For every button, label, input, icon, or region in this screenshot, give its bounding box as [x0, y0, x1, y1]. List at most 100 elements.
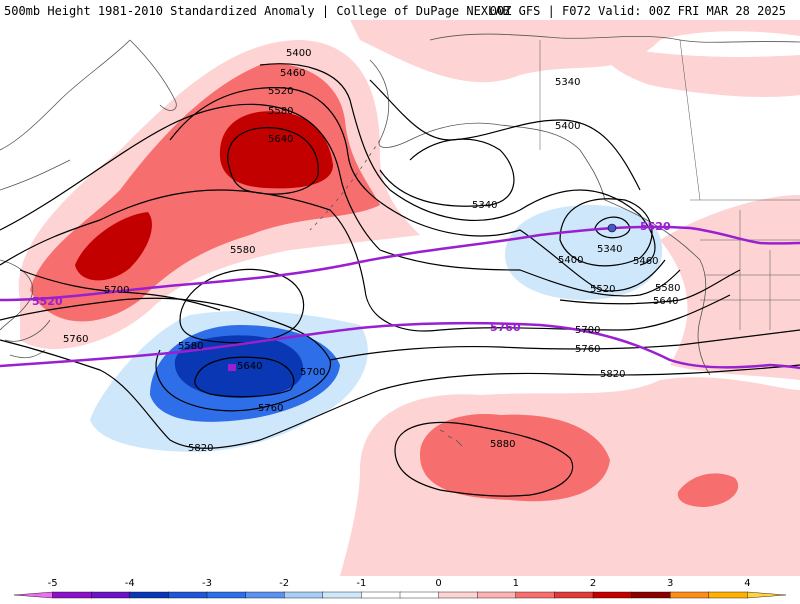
- anomaly-map: 5400 5460 5520 5580 5640 5340 5400 5340 …: [0, 20, 800, 576]
- colorbar-tick-label: 0: [435, 578, 441, 589]
- colorbar-swatch: [438, 591, 478, 599]
- label-5700-trough: 5700: [300, 367, 325, 378]
- reference-contour-5520: [0, 225, 800, 302]
- colorbar-swatch: [515, 591, 556, 599]
- colorbar-swatch: [477, 591, 517, 599]
- label-5640-trough: 5640: [237, 361, 262, 372]
- canada-coastline: [429, 33, 800, 43]
- label-5580-east: 5580: [655, 283, 680, 294]
- label-5760-west: 5760: [63, 334, 88, 345]
- reference-contours: [0, 225, 800, 370]
- label-5580-trough: 5580: [178, 341, 203, 352]
- colorbar-tick-label: -4: [125, 578, 135, 589]
- contour-5640: [227, 127, 319, 195]
- label-5520-top: 5520: [268, 86, 293, 97]
- low-center-marker: [607, 223, 617, 233]
- anomaly-neg3-core: [174, 335, 304, 398]
- label-5460-top: 5460: [280, 68, 305, 79]
- colorbar-swatch: [747, 591, 787, 599]
- colorbar: -5-4-3-2-1012345: [0, 576, 800, 600]
- colorbar-swatch: [284, 591, 324, 599]
- contour-5760-east: [329, 329, 800, 361]
- contour-5700: [0, 189, 731, 332]
- colorbar-swatch: [361, 591, 401, 599]
- trough-center-marker: [228, 364, 236, 371]
- colorbar-swatch: [52, 591, 92, 599]
- label-5820-trough: 5820: [188, 443, 213, 454]
- label-5700-east: 5700: [575, 325, 600, 336]
- contour-5400-north: [369, 79, 641, 191]
- contour-5520: [169, 87, 666, 292]
- label-5880: 5880: [490, 439, 515, 450]
- label-5580-mid: 5580: [230, 245, 255, 256]
- colorbar-svg: -5-4-3-2-1012345: [13, 578, 787, 599]
- colorbar-tick-label: 2: [590, 578, 596, 589]
- label-5700-west: 5700: [104, 285, 129, 296]
- label-5460-low: 5460: [633, 256, 658, 267]
- colorbar-swatches: [13, 591, 787, 599]
- label-5340-north: 5340: [555, 77, 580, 88]
- colorbar-tick-label: -5: [48, 578, 58, 589]
- hawaii-islands: [439, 429, 463, 447]
- anomaly-pos1-west-coast: [660, 195, 800, 380]
- reference-contour-5760: [0, 321, 800, 370]
- label-5340-mid: 5340: [472, 200, 497, 211]
- colorbar-swatch: [129, 591, 170, 599]
- anomaly-neg1-ne-low: [505, 205, 663, 300]
- anomaly-pos2-hawaii: [420, 414, 610, 502]
- west-coast-us: [604, 199, 711, 376]
- colorbar-tick-label: -3: [202, 578, 212, 589]
- colorbar-swatch: [670, 591, 710, 599]
- colorbar-tick-label: 4: [744, 578, 750, 589]
- colorbar-swatch: [206, 591, 247, 599]
- canada-borders: [539, 39, 701, 201]
- label-5400-top: 5400: [286, 48, 311, 59]
- contour-5580: [0, 103, 681, 297]
- anomaly-pos2-east: [677, 473, 739, 507]
- colorbar-tick-label: 1: [513, 578, 519, 589]
- colorbar-swatch: [631, 591, 671, 599]
- alaska-coastline: [369, 59, 606, 201]
- model-run-info: 00Z GFS | F072 Valid: 00Z FRI MAR 28 202…: [489, 4, 786, 18]
- contour-5760: [0, 297, 331, 412]
- contour-5460: [259, 63, 656, 266]
- map-title: 500mb Height 1981-2010 Standardized Anom…: [4, 4, 510, 18]
- colorbar-swatch: [399, 591, 440, 599]
- label-5760-ref: 5760: [490, 321, 521, 334]
- colorbar-tick-label: -1: [356, 578, 366, 589]
- label-5580-top: 5580: [268, 106, 293, 117]
- label-5520-ref-east: 5520: [640, 220, 671, 233]
- label-5640-east: 5640: [653, 296, 678, 307]
- contour-labels: 5400 5460 5520 5580 5640 5340 5400 5340 …: [32, 48, 680, 454]
- colorbar-tick-label: 3: [667, 578, 673, 589]
- label-5400-north: 5400: [555, 121, 580, 132]
- colorbar-swatch: [90, 591, 131, 599]
- contour-5640-east: [559, 269, 741, 305]
- contour-5340-ne: [379, 138, 515, 207]
- colorbar-swatch: [13, 591, 53, 599]
- label-5400-low: 5400: [558, 255, 583, 266]
- contour-5640-south: [194, 356, 295, 398]
- colorbar-swatch: [245, 591, 285, 599]
- contour-5820: [0, 339, 800, 449]
- label-5520-ref-west: 5520: [32, 295, 63, 308]
- label-5760-trough: 5760: [258, 403, 283, 414]
- label-5640-top: 5640: [268, 134, 293, 145]
- kamchatka-coastline: [129, 39, 177, 111]
- anomaly-pos1-arctic: [600, 45, 800, 97]
- positive-anomaly-shading: [18, 20, 800, 576]
- height-contours: [0, 63, 800, 497]
- contour-5580-closed: [179, 268, 305, 344]
- colorbar-tick-label: -2: [279, 578, 289, 589]
- header: 500mb Height 1981-2010 Standardized Anom…: [0, 0, 800, 20]
- anomaly-pos3-core-west: [75, 212, 152, 281]
- contour-5880: [394, 421, 574, 497]
- anomaly-pos1-north-band: [350, 20, 800, 83]
- colorbar-swatch: [168, 591, 208, 599]
- label-5820-east: 5820: [600, 369, 625, 380]
- map-panel: 5400 5460 5520 5580 5640 5340 5400 5340 …: [0, 20, 800, 576]
- label-5340-low: 5340: [597, 244, 622, 255]
- colorbar-swatch: [708, 591, 749, 599]
- colorbar-swatch: [554, 591, 594, 599]
- colorbar-swatch: [592, 591, 633, 599]
